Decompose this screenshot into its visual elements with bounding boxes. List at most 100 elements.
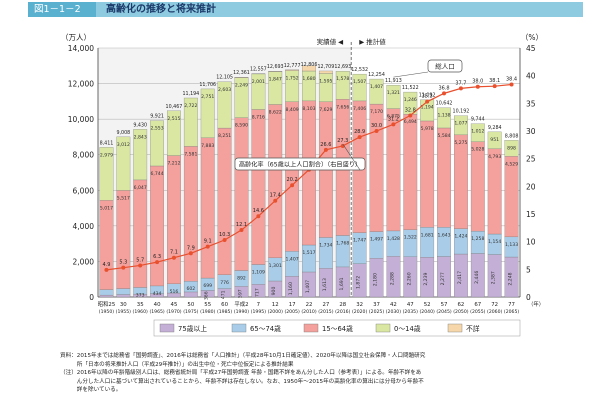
aging-rate-label: 9.1 xyxy=(204,239,212,245)
x-tick-year: (1965) xyxy=(149,309,164,315)
bar-segment-3 xyxy=(167,110,181,156)
bar-segment-label: 2,979 xyxy=(100,152,113,158)
bar-segment-label: 8,251 xyxy=(218,133,231,139)
aging-rate-label: 5.7 xyxy=(136,257,144,263)
bar-segment-label: 1,680 xyxy=(302,76,315,82)
total-label: 9,430 xyxy=(133,122,147,128)
bar-segment-label: 8,103 xyxy=(302,106,315,112)
bar-segment-3 xyxy=(487,131,502,149)
x-tick-label: 57 xyxy=(441,302,448,308)
y-tick-label: 14,000 xyxy=(68,44,94,53)
x-tick-label: 22 xyxy=(306,302,313,308)
x-tick-label: 30 xyxy=(120,302,127,308)
y-tick-label: 2,000 xyxy=(73,257,95,266)
total-label: 9,921 xyxy=(150,114,164,120)
y-tick-label: 8,000 xyxy=(73,151,95,160)
bar-segment-2 xyxy=(403,114,418,230)
x-tick-label: 62 xyxy=(457,302,464,308)
total-label: 9,744 xyxy=(471,117,485,123)
bar-segment-label: 4,529 xyxy=(505,161,518,167)
bar-segment-label: 8,716 xyxy=(252,115,265,121)
x-tick-year: (1980) xyxy=(200,309,215,315)
bar-segment-label: 1,160 xyxy=(288,282,294,295)
bar-segment-2 xyxy=(167,155,181,284)
bar-segment-2 xyxy=(116,190,131,289)
aging-rate-point xyxy=(256,214,261,219)
bar-segment-2 xyxy=(251,109,266,265)
aging-rate-point xyxy=(475,84,480,89)
bar-segment-label: 1,507 xyxy=(353,79,366,85)
bar-segment-2 xyxy=(437,127,451,228)
bar-segment-label: 7,170 xyxy=(370,109,383,115)
bar-segment-label: 6,744 xyxy=(151,171,164,177)
bar-segment-2 xyxy=(268,104,283,259)
bar-segment-3 xyxy=(454,115,468,136)
x-tick-year: (2010) xyxy=(301,309,316,315)
bar-segment-label: 1,258 xyxy=(471,236,484,242)
bar-segment-3 xyxy=(183,97,198,147)
bar-segment-label: 1,407 xyxy=(286,256,299,262)
x-tick-label: 40 xyxy=(154,302,161,308)
bar-segment-label: 1,517 xyxy=(302,250,315,256)
bar-segment-4 xyxy=(234,77,249,78)
x-tick-label: 60 xyxy=(221,302,228,308)
bar-segment-label: 1,154 xyxy=(488,239,501,245)
bar-segment-3 xyxy=(470,123,485,142)
x-tick-label: 47 xyxy=(407,302,414,308)
aging-rate-point xyxy=(323,147,328,152)
y-tick-label: 12,000 xyxy=(68,80,94,89)
total-label: 9,008 xyxy=(116,130,130,136)
x-tick-label: 昭和25 xyxy=(98,300,116,308)
population-aging-chart: 0 2,000 4,000 6,000 8,000 10,000 12,000 14,000 0… xyxy=(61,33,544,337)
bar-segment-label: 7,406 xyxy=(353,106,366,112)
bar-segment-0 xyxy=(99,294,114,298)
x-tick-label: 32 xyxy=(356,302,363,308)
aging-rate-label: 12.1 xyxy=(236,222,247,228)
y2-tick-label: 35 xyxy=(526,99,536,108)
total-label: 12,777 xyxy=(284,63,301,69)
bar-segment-3 xyxy=(200,88,215,139)
aging-rate-point xyxy=(391,122,396,127)
bar-segment-label: 1,847 xyxy=(269,77,282,83)
bar-segment-4 xyxy=(318,70,333,74)
aging-rate-point xyxy=(222,238,227,243)
x-tick-year: (1970) xyxy=(166,309,181,315)
bar-segment-label: 5,275 xyxy=(454,140,467,146)
total-label: 11,194 xyxy=(182,91,199,97)
bar-segment-label: 1,133 xyxy=(505,242,518,248)
bar-segment-label: 7,656 xyxy=(336,104,349,110)
bar-segment-0 xyxy=(116,294,131,298)
legend-label: 75歳以上 xyxy=(178,324,207,333)
note-line: 資料：2015年までは総務省「国勢調査」、2016年は総務省「人口推計」（平成2… xyxy=(60,353,426,359)
y2-tick-label: 25 xyxy=(526,155,536,164)
bar-segment-label: 1,109 xyxy=(252,270,265,276)
aging-rate-point xyxy=(442,91,447,96)
bar-segment-3 xyxy=(318,73,333,102)
bar-segment-3 xyxy=(369,78,384,105)
aging-rate-point xyxy=(138,263,143,268)
aging-rate-point xyxy=(104,267,109,272)
bar-segment-0 xyxy=(183,291,198,298)
bar-segment-1 xyxy=(352,232,367,264)
bar-segment-1 xyxy=(99,289,114,296)
x-tick-label: 55 xyxy=(204,302,211,308)
total-label: 12,254 xyxy=(368,72,385,78)
bar-segment-label: 1,424 xyxy=(454,234,467,240)
bar-segment-label: 8,409 xyxy=(286,107,299,113)
bar-segment-3 xyxy=(99,147,114,201)
x-tick-label: 72 xyxy=(491,302,498,308)
bar-segment-label: 898 xyxy=(507,145,516,151)
bar-segment-label: 7,883 xyxy=(201,143,214,149)
bar-segment-label: 2,001 xyxy=(252,79,265,85)
aging-rate-label: 7.9 xyxy=(187,245,195,251)
bar-segment-label: 776 xyxy=(220,280,229,286)
bar-segment-label: 6,047 xyxy=(134,185,147,191)
x-tick-label: 17 xyxy=(289,302,296,308)
aging-rate-point xyxy=(425,99,430,104)
aging-rate-label: 5.3 xyxy=(119,260,127,266)
bar-segment-1 xyxy=(335,235,350,268)
bar-segment-2 xyxy=(487,148,502,235)
bar-segment-2 xyxy=(470,141,485,232)
bar-segment-label: 1,681 xyxy=(421,232,434,238)
bar-segment-label: 1,407 xyxy=(305,280,311,293)
